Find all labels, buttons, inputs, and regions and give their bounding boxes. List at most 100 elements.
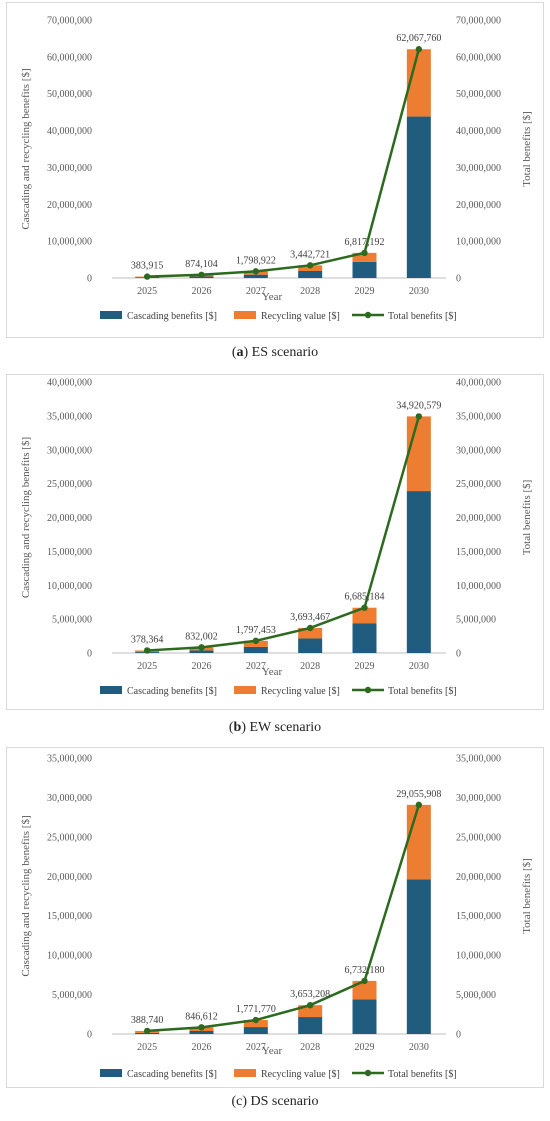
data-label: 378,364 — [131, 634, 164, 645]
total-benefits-line — [147, 48, 421, 278]
data-label: 6,685,184 — [345, 592, 385, 603]
y-tick-label: 10,000,000 — [47, 237, 92, 248]
legend-swatch-recycling — [234, 1069, 256, 1077]
data-label: 383,915 — [131, 261, 164, 272]
data-label: 1,798,922 — [236, 255, 276, 266]
legend-marker-total — [364, 1069, 372, 1077]
y2-tick-label: 30,000,000 — [456, 793, 501, 804]
y-tick-label: 5,000,000 — [52, 615, 92, 626]
y2-tick-label: 20,000,000 — [456, 513, 501, 524]
data-label: 388,740 — [131, 1015, 164, 1026]
y-tick-label: 25,000,000 — [47, 479, 92, 490]
bar-cascading — [243, 274, 268, 278]
total-benefits-point — [361, 977, 368, 985]
x-tick-label: 2030 — [409, 1042, 429, 1053]
y2-tick-label: 35,000,000 — [456, 754, 501, 765]
legend-swatch-recycling — [234, 311, 256, 319]
bar-recycling — [298, 627, 323, 639]
y-tick-label: 25,000,000 — [47, 832, 92, 843]
bar-cascading — [298, 638, 323, 653]
y2-tick-label: 20,000,000 — [456, 872, 501, 883]
total-benefits-point — [361, 249, 368, 257]
legend-swatch-cascading — [100, 1069, 122, 1077]
bar-cascading — [352, 261, 377, 278]
total-benefits-line — [147, 804, 421, 1033]
data-label: 62,067,760 — [396, 33, 441, 44]
x-tick-label: 2030 — [409, 286, 429, 297]
legend-label-total: Total benefits [$] — [388, 1069, 457, 1080]
data-label: 846,612 — [185, 1011, 218, 1022]
caption-ds: (c) DS scenario — [231, 1094, 319, 1109]
y2-tick-label: 40,000,000 — [456, 378, 501, 389]
chart-panel-es: 0 0 10,000,000 10,000,000 20,000,000 20,000,0… — [6, 2, 544, 338]
y2-tick-label: 50,000,000 — [456, 89, 501, 100]
data-label: 3,442,721 — [290, 249, 330, 260]
y2-tick-label: 5,000,000 — [456, 990, 496, 1001]
y-tick-label: 20,000,000 — [47, 513, 92, 524]
y-tick-label: 10,000,000 — [47, 951, 92, 962]
chart-frame — [6, 2, 544, 338]
bar-recycling — [352, 252, 377, 262]
y-axis-title: Cascading and recycling benefits [$] — [20, 815, 32, 976]
total-benefits-point — [306, 624, 314, 632]
x-tick-label: 2028 — [300, 1042, 320, 1053]
y-tick-label: 20,000,000 — [47, 872, 92, 883]
y-tick-label: 15,000,000 — [47, 911, 92, 922]
data-label: 6,817,192 — [345, 237, 385, 248]
total-benefits-point — [252, 268, 260, 275]
data-label: 1,771,770 — [236, 1004, 276, 1015]
total-benefits-point — [143, 273, 151, 280]
total-benefits-point — [198, 271, 205, 278]
y2-tick-label: 20,000,000 — [456, 200, 501, 211]
chart-es: 0 0 10,000,000 10,000,000 20,000,000 20,000,0… — [6, 2, 544, 338]
y2-tick-label: 30,000,000 — [456, 445, 501, 456]
legend-swatch-recycling — [234, 686, 256, 694]
data-label: 6,732,180 — [345, 965, 385, 976]
x-tick-label: 2027 — [246, 661, 266, 672]
y2-tick-label: 25,000,000 — [456, 479, 501, 490]
legend-marker-total — [364, 686, 372, 694]
bar-cascading — [298, 1017, 323, 1034]
y-tick-label: 0 — [87, 649, 92, 660]
x-axis-title: Year — [262, 291, 283, 303]
y2-tick-label: 40,000,000 — [456, 126, 501, 137]
y2-axis-title: Total benefits [$] — [521, 858, 533, 934]
x-axis-title: Year — [262, 1045, 283, 1057]
x-tick-label: 2029 — [355, 1042, 375, 1053]
bar-cascading — [189, 650, 214, 653]
x-tick-label: 2029 — [355, 286, 375, 297]
x-tick-label: 2028 — [300, 661, 320, 672]
y2-tick-label: 0 — [456, 1030, 461, 1041]
legend-label-cascading: Cascading benefits [$] — [127, 1069, 217, 1080]
y-tick-label: 70,000,000 — [47, 16, 92, 27]
legend-label-cascading: Cascading benefits [$] — [127, 311, 217, 322]
y2-tick-label: 25,000,000 — [456, 832, 501, 843]
total-benefits-point — [143, 647, 151, 654]
total-benefits-point — [252, 637, 260, 645]
total-benefits-line — [147, 416, 421, 652]
legend-swatch-cascading — [100, 311, 122, 319]
y2-tick-label: 30,000,000 — [456, 163, 501, 174]
y-tick-label: 50,000,000 — [47, 89, 92, 100]
x-tick-label: 2026 — [192, 286, 212, 297]
x-tick-label: 2026 — [192, 661, 212, 672]
y2-tick-label: 10,000,000 — [456, 581, 501, 592]
legend-swatch-cascading — [100, 686, 122, 694]
y-tick-label: 20,000,000 — [47, 200, 92, 211]
y-tick-label: 30,000,000 — [47, 445, 92, 456]
x-tick-label: 2027 — [246, 286, 266, 297]
bar-recycling — [352, 607, 377, 624]
y2-axis-title: Total benefits [$] — [521, 480, 533, 556]
total-benefits-point — [415, 46, 423, 53]
data-label: 29,055,908 — [396, 789, 441, 800]
x-tick-label: 2025 — [137, 286, 157, 297]
y-tick-label: 35,000,000 — [47, 754, 92, 765]
x-tick-label: 2025 — [137, 1042, 157, 1053]
chart-frame — [6, 374, 544, 710]
data-label: 874,104 — [185, 259, 218, 270]
y-tick-label: 60,000,000 — [47, 52, 92, 63]
bar-recycling — [243, 1020, 268, 1028]
caption-es: (a) ES scenario — [231, 345, 319, 360]
chart-frame — [6, 747, 544, 1088]
total-benefits-point — [198, 644, 205, 651]
